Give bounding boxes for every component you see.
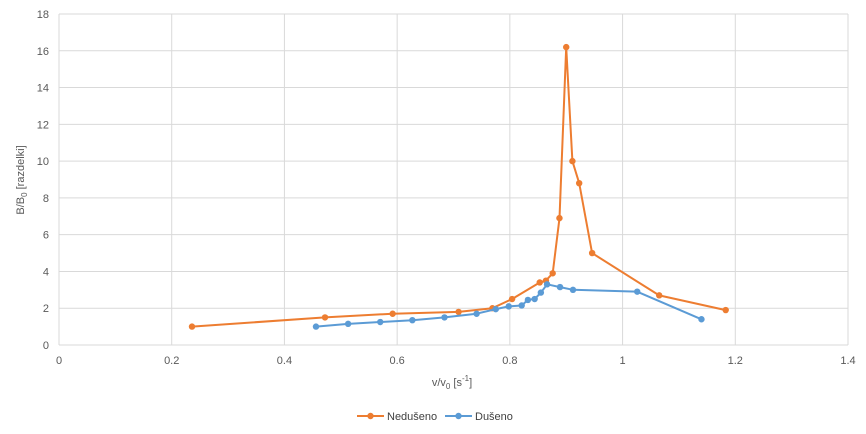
series-layer <box>188 43 729 330</box>
data-point <box>575 179 583 187</box>
data-point <box>722 306 729 314</box>
y-axis-title: B/B0 [razdelki] <box>15 145 29 214</box>
data-point <box>569 157 576 165</box>
x-axis-title: v/v0 [s-1] <box>432 374 472 391</box>
series-0 <box>188 43 729 330</box>
data-point <box>321 314 329 321</box>
data-point <box>188 323 196 330</box>
data-point <box>556 283 564 291</box>
data-point <box>312 323 320 330</box>
data-point <box>389 310 396 317</box>
y-tick-label: 12 <box>37 119 49 131</box>
data-point <box>569 286 577 294</box>
legend-marker <box>367 412 374 420</box>
x-tick-label: 1 <box>620 355 626 367</box>
data-point <box>537 289 545 296</box>
series-line <box>191 46 726 328</box>
y-tick-label: 6 <box>43 230 49 242</box>
x-tick-label: 1.2 <box>728 355 743 367</box>
data-point <box>377 318 384 326</box>
data-point <box>409 316 416 324</box>
data-point <box>441 314 448 321</box>
x-tick-label: 0.4 <box>277 355 292 367</box>
data-point <box>524 296 532 304</box>
x-tick-label: 0.2 <box>164 355 179 367</box>
y-tick-label: 8 <box>43 193 49 205</box>
y-tick-label: 2 <box>43 303 49 315</box>
y-tick-label: 14 <box>37 83 49 95</box>
x-tick-labels: 0 0.2 0.4 0.6 0.8 1 1.2 1.4 <box>56 355 856 367</box>
data-point <box>556 214 563 222</box>
x-tick-label: 0 <box>56 355 62 367</box>
data-point <box>543 281 551 288</box>
data-point <box>588 249 596 257</box>
y-tick-label: 10 <box>37 156 49 168</box>
legend-item: Nedušeno <box>357 411 437 423</box>
grid-lines <box>58 13 849 346</box>
data-point <box>656 292 663 299</box>
series-1 <box>312 281 705 330</box>
y-tick-label: 18 <box>37 9 49 21</box>
y-tick-label: 16 <box>37 46 49 58</box>
x-tick-label: 0.8 <box>502 355 517 367</box>
data-point <box>505 303 512 310</box>
data-point <box>531 295 538 303</box>
x-tick-label: 1.4 <box>840 355 855 367</box>
data-point <box>473 310 480 317</box>
data-point <box>455 308 462 316</box>
data-point <box>549 270 556 277</box>
y-tick-label: 4 <box>43 266 49 278</box>
legend-item: Dušeno <box>445 411 513 423</box>
legend-label: Dušeno <box>475 411 513 423</box>
y-tick-label: 0 <box>43 340 49 352</box>
legend-marker <box>455 412 462 420</box>
legend: Nedušeno Dušeno <box>357 411 513 423</box>
data-point <box>518 302 525 309</box>
x-tick-label: 0.6 <box>389 355 404 367</box>
data-point <box>698 316 705 323</box>
data-point <box>344 320 352 328</box>
data-point <box>492 305 499 313</box>
legend-label: Nedušeno <box>387 411 437 423</box>
data-point <box>536 279 543 286</box>
data-point <box>563 43 570 51</box>
data-point <box>508 295 516 303</box>
data-point <box>634 288 641 295</box>
y-tick-labels: 0 2 4 6 8 10 12 14 16 18 <box>37 9 49 352</box>
